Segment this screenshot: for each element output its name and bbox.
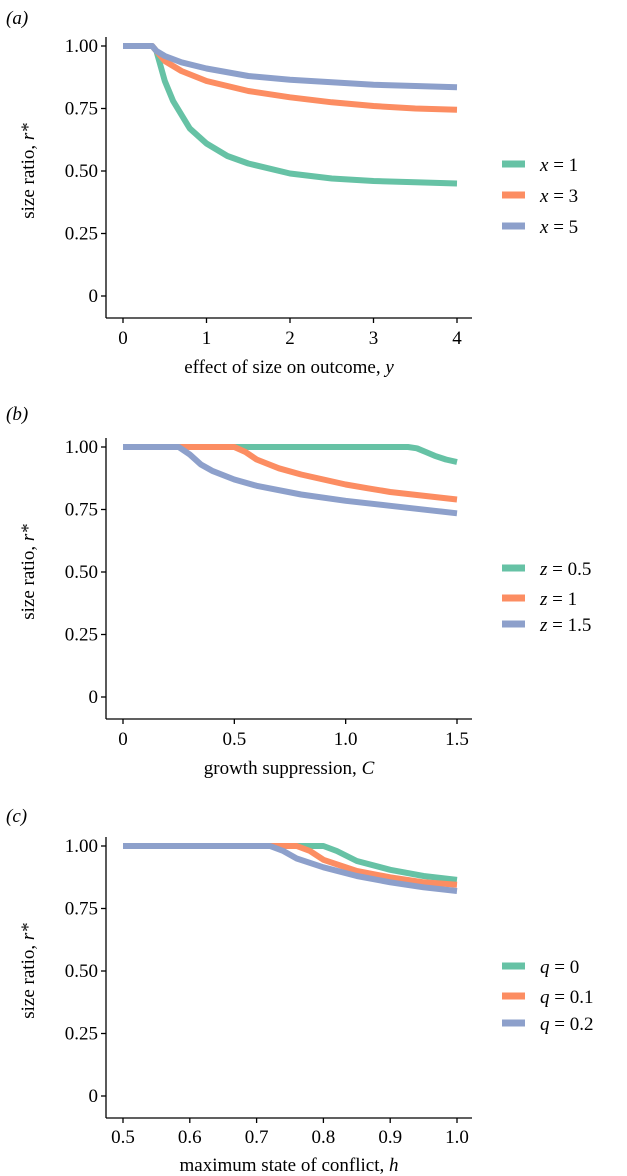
y-tick-label: 0.50 [65, 161, 98, 182]
legend-equals: = [547, 615, 567, 636]
x-axis-title-text: effect of size on outcome, [184, 357, 385, 378]
x-axis-title: maximum state of conflict, h [180, 1155, 399, 1176]
x-axis-title-var: h [389, 1155, 399, 1176]
series-line-x-5 [123, 43, 458, 91]
x-tick-label: 2 [285, 328, 295, 349]
legend-equals: = [548, 155, 568, 176]
legend-value: 0 [570, 957, 580, 978]
x-tick-label: 0.8 [312, 1127, 336, 1148]
y-axis-title-text: size ratio, [18, 140, 39, 219]
legend-var: x [539, 217, 549, 238]
y-tick-label: 1.00 [65, 36, 98, 57]
legend-var: q [540, 987, 550, 1008]
legend-entry: q = 0 [540, 957, 579, 978]
y-axis-title: size ratio, r* [18, 123, 39, 219]
x-axis-title-var: y [383, 357, 394, 378]
x-tick-label: 0.6 [178, 1127, 202, 1148]
series-line-z-1 [123, 444, 458, 503]
series-line-z-0_5 [123, 444, 458, 465]
x-tick-label: 0 [118, 328, 128, 349]
y-tick-label: 0.50 [65, 961, 98, 982]
legend-entry: z = 1.5 [539, 615, 591, 636]
y-axis-title: size ratio, r* [18, 923, 39, 1019]
x-tick-label: 1 [202, 328, 212, 349]
x-tick-label: 0.5 [222, 729, 246, 750]
legend-value: 0.1 [570, 987, 594, 1008]
legend-entry: q = 0.2 [540, 1014, 593, 1035]
y-axis-title: size ratio, r* [18, 524, 39, 620]
y-axis-title-text: size ratio, [18, 940, 39, 1019]
legend-equals: = [550, 1014, 570, 1035]
series-line-z-1_5 [123, 444, 458, 517]
y-tick-label: 1.00 [65, 836, 98, 857]
x-tick-label: 1.0 [334, 729, 358, 750]
panel-c: (c) 0 0.25 0.50 0.75 1.00 0.5 0.6 0.7 0.8 0.9 1.0 ma… [6, 806, 593, 1176]
panel-label: (a) [6, 8, 28, 29]
legend-var: z [539, 559, 548, 580]
legend-value: 1.5 [568, 615, 592, 636]
y-tick-label: 0.25 [65, 1024, 98, 1045]
x-axis-title-text: growth suppression, [204, 758, 362, 779]
series-line-q-0_1 [123, 843, 458, 888]
x-axis-title-text: maximum state of conflict, [180, 1155, 389, 1176]
x-tick-label: 1.0 [445, 1127, 469, 1148]
series-line-q-0_2 [123, 843, 458, 894]
y-axis-title-var: r* [18, 524, 39, 541]
legend-var: q [540, 1014, 550, 1035]
legend-entry: q = 0.1 [540, 987, 593, 1008]
y-tick-label: 1.00 [65, 437, 98, 458]
legend-value: 1 [568, 589, 578, 610]
legend-entry: x = 1 [539, 155, 578, 176]
legend-value: 5 [569, 217, 579, 238]
x-tick-label: 1.5 [445, 729, 469, 750]
x-tick-label: 0.7 [245, 1127, 269, 1148]
legend-value: 3 [569, 186, 579, 207]
legend-entry: z = 0.5 [539, 559, 591, 580]
legend-var: x [539, 186, 549, 207]
panel-label: (c) [6, 806, 27, 827]
legend-equals: = [550, 987, 570, 1008]
y-tick-label: 0 [89, 286, 99, 307]
legend-value: 0.2 [570, 1014, 594, 1035]
y-tick-label: 0.50 [65, 562, 98, 583]
legend-equals: = [550, 957, 570, 978]
y-tick-label: 0.75 [65, 500, 98, 521]
x-axis-title: effect of size on outcome, y [184, 357, 394, 378]
y-axis-title-text: size ratio, [18, 541, 39, 620]
legend-equals: = [548, 217, 568, 238]
series-line-q-0 [123, 843, 458, 883]
legend-var: x [539, 155, 549, 176]
legend-value: 1 [569, 155, 579, 176]
x-tick-label: 0 [118, 729, 128, 750]
panel-a: (a) 0 0.25 0.50 0.75 1.00 0 1 2 3 4 effect of size … [6, 8, 578, 378]
panel-b: (b) 0 0.25 0.50 0.75 1.00 0 0.5 1.0 1.5 growth sup… [6, 404, 591, 779]
y-tick-label: 0 [89, 1086, 99, 1107]
x-tick-label: 0.9 [378, 1127, 402, 1148]
legend-equals: = [547, 589, 567, 610]
x-axis-title: growth suppression, C [204, 758, 375, 779]
x-tick-label: 0.5 [111, 1127, 135, 1148]
legend-var: q [540, 957, 550, 978]
legend-equals: = [547, 559, 567, 580]
legend-value: 0.5 [568, 559, 592, 580]
y-axis-title-var: r* [18, 923, 39, 940]
y-axis-title-var: r* [18, 123, 39, 140]
legend-equals: = [548, 186, 568, 207]
panel-label: (b) [6, 404, 28, 425]
y-tick-label: 0.75 [65, 899, 98, 920]
legend-var: z [539, 589, 548, 610]
legend-entry: x = 3 [539, 186, 578, 207]
y-tick-label: 0.25 [65, 224, 98, 245]
y-tick-label: 0.25 [65, 625, 98, 646]
x-axis-title-var: C [362, 758, 375, 779]
x-tick-label: 3 [369, 328, 379, 349]
legend-entry: z = 1 [539, 589, 577, 610]
y-tick-label: 0 [89, 687, 99, 708]
legend-var: z [539, 615, 548, 636]
legend-entry: x = 5 [539, 217, 578, 238]
y-tick-label: 0.75 [65, 99, 98, 120]
x-tick-label: 4 [452, 328, 462, 349]
